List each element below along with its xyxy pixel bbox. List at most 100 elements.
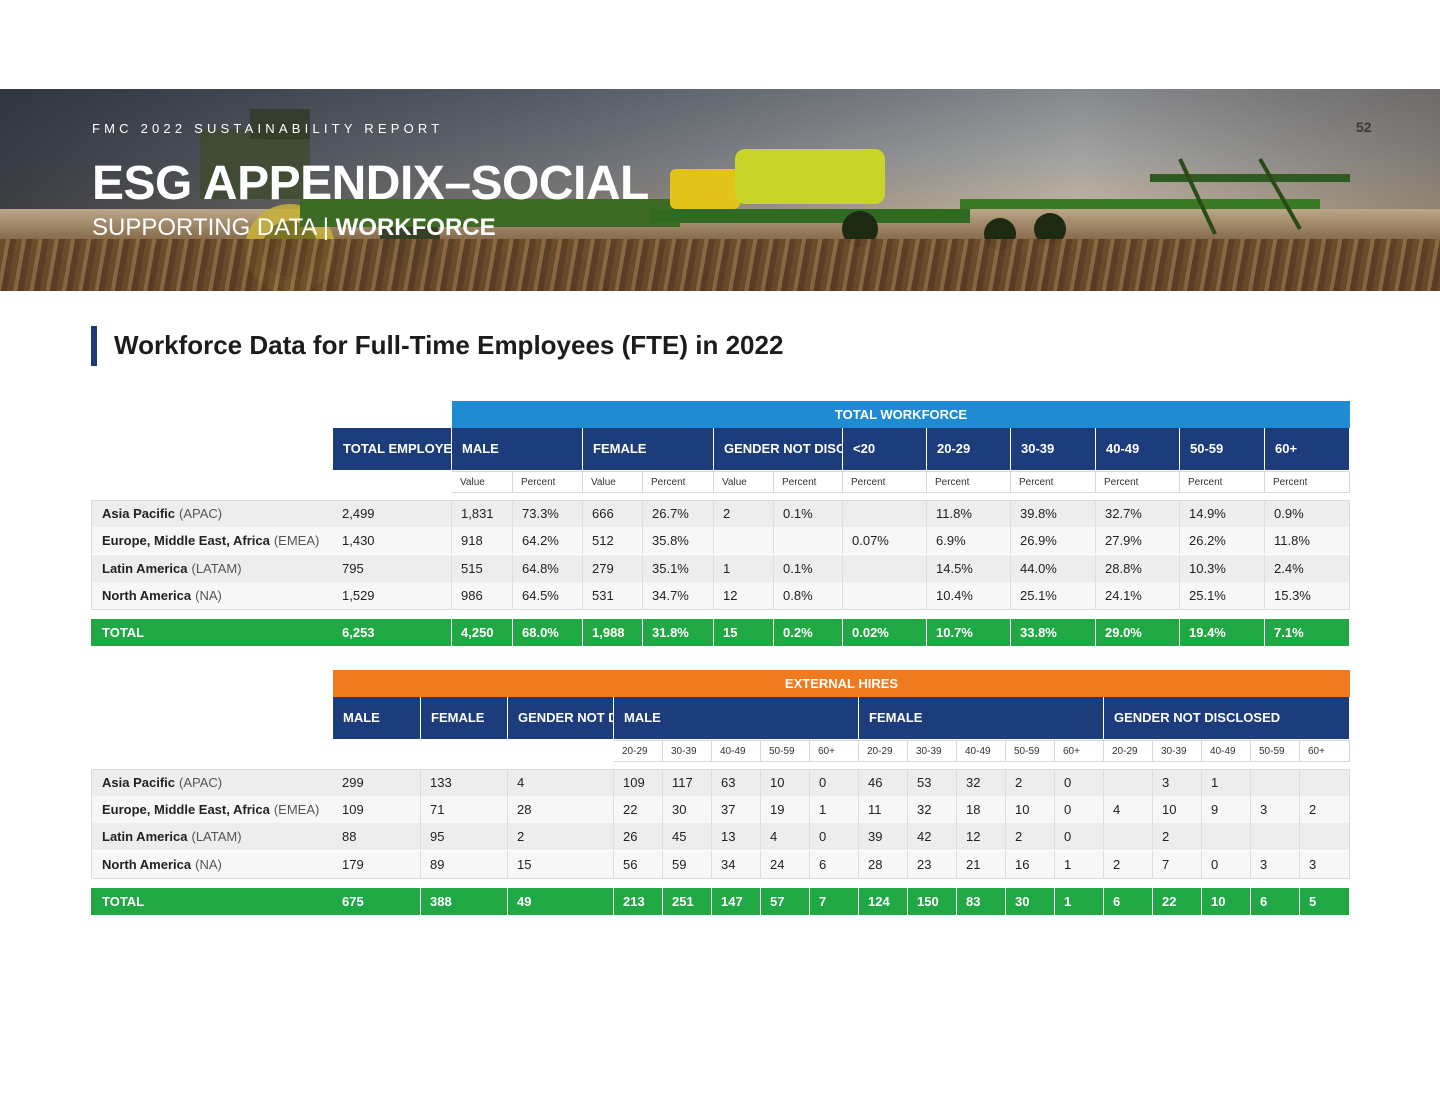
- hires-cell: 34: [712, 851, 761, 878]
- page-title: ESG APPENDIX–SOCIAL: [92, 157, 649, 210]
- region-abbr: (NA): [195, 857, 222, 872]
- hires-header-3: MALE: [614, 697, 859, 739]
- workforce-header-6: 30-39: [1011, 428, 1096, 470]
- workforce-cell: 1,529: [333, 582, 452, 609]
- region-abbr: (APAC): [179, 775, 223, 790]
- hires-cell: 3: [1251, 851, 1300, 878]
- workforce-cell: [843, 582, 927, 609]
- hires-total-cell: 22: [1153, 888, 1202, 915]
- hires-cell: [1104, 823, 1153, 850]
- hires-total-cell: 1: [1055, 888, 1104, 915]
- hires-cell: 56: [614, 851, 663, 878]
- hires-total-cell: 6: [1251, 888, 1300, 915]
- workforce-total-cell: 15: [714, 619, 774, 646]
- workforce-cell: 1,430: [333, 527, 452, 554]
- hires-cell: 22: [614, 796, 663, 823]
- hires-cell: 1: [1055, 851, 1104, 878]
- workforce-cell: 1: [714, 555, 774, 582]
- workforce-header-9: 60+: [1265, 428, 1350, 470]
- hires-subheader-8: 50-59: [1006, 740, 1055, 762]
- workforce-subheader-5: Percent: [774, 471, 843, 493]
- hires-total-cell: 251: [663, 888, 712, 915]
- region-abbr: (NA): [195, 588, 222, 603]
- hires-subheader-14: 60+: [1300, 740, 1350, 762]
- hires-cell: 45: [663, 823, 712, 850]
- workforce-total-cell: 19.4%: [1180, 619, 1265, 646]
- hires-subheader-7: 40-49: [957, 740, 1006, 762]
- hires-row-bg: [91, 769, 1350, 796]
- hires-cell: 59: [663, 851, 712, 878]
- hires-cell: 0: [1055, 769, 1104, 796]
- hires-subheader-6: 30-39: [908, 740, 957, 762]
- hires-row-label: North America (NA): [91, 851, 333, 878]
- hires-cell: 117: [663, 769, 712, 796]
- workforce-subheader-8: Percent: [1011, 471, 1096, 493]
- hires-subheader-13: 50-59: [1251, 740, 1300, 762]
- workforce-row-label: Latin America (LATAM): [91, 555, 333, 582]
- hires-total-cell: 57: [761, 888, 810, 915]
- hires-cell: [1300, 769, 1350, 796]
- workforce-total-label: TOTAL: [91, 619, 333, 646]
- workforce-subheader-9: Percent: [1096, 471, 1180, 493]
- workforce-row-bg: [91, 527, 1350, 554]
- workforce-header-0: TOTAL EMPLOYEES: [333, 428, 452, 470]
- workforce-cell: 6.9%: [927, 527, 1011, 554]
- workforce-header-1: MALE: [452, 428, 583, 470]
- hires-header-2: GENDER NOT DISCLOSED: [508, 697, 614, 739]
- hires-row-label: Europe, Middle East, Africa (EMEA): [91, 796, 333, 823]
- hires-cell: 10: [1153, 796, 1202, 823]
- hires-total-cell: 213: [614, 888, 663, 915]
- hires-cell: 19: [761, 796, 810, 823]
- workforce-total-cell: 0.02%: [843, 619, 927, 646]
- workforce-row-bg: [91, 500, 1350, 527]
- hires-cell: 12: [957, 823, 1006, 850]
- workforce-cell: 918: [452, 527, 513, 554]
- workforce-cell: 531: [583, 582, 643, 609]
- hires-row-bg: [91, 851, 1350, 878]
- total-workforce-band: TOTAL WORKFORCE: [452, 401, 1350, 428]
- workforce-cell: 34.7%: [643, 582, 714, 609]
- workforce-subheader-1: Percent: [513, 471, 583, 493]
- hires-total-cell: 124: [859, 888, 908, 915]
- hires-total-cell: 5: [1300, 888, 1350, 915]
- hires-total-cell: 7: [810, 888, 859, 915]
- workforce-cell: 39.8%: [1011, 500, 1096, 527]
- hires-header-1: FEMALE: [421, 697, 508, 739]
- workforce-subheader-10: Percent: [1180, 471, 1265, 493]
- workforce-cell: 2: [714, 500, 774, 527]
- hires-cell: 0: [810, 823, 859, 850]
- region-name: Asia Pacific: [102, 775, 175, 790]
- hires-cell: [1104, 769, 1153, 796]
- hires-cell: 133: [421, 769, 508, 796]
- workforce-cell: 44.0%: [1011, 555, 1096, 582]
- hires-cell: 42: [908, 823, 957, 850]
- hires-cell: 109: [614, 769, 663, 796]
- hires-cell: 10: [761, 769, 810, 796]
- region-abbr: (LATAM): [191, 561, 242, 576]
- hires-cell: 46: [859, 769, 908, 796]
- workforce-subheader-6: Percent: [843, 471, 927, 493]
- hires-cell: 4: [508, 769, 614, 796]
- workforce-cell: 35.1%: [643, 555, 714, 582]
- page-number: 52: [1356, 119, 1372, 135]
- hires-cell: 15: [508, 851, 614, 878]
- banner-ground: [0, 239, 1440, 291]
- hires-total-cell: 83: [957, 888, 1006, 915]
- workforce-subheader-2: Value: [583, 471, 643, 493]
- hires-cell: 37: [712, 796, 761, 823]
- hires-total-cell: 10: [1202, 888, 1251, 915]
- hires-cell: 13: [712, 823, 761, 850]
- workforce-total-cell: 1,988: [583, 619, 643, 646]
- workforce-cell: 0.8%: [774, 582, 843, 609]
- workforce-header-4: <20: [843, 428, 927, 470]
- workforce-cell: 666: [583, 500, 643, 527]
- workforce-total-cell: 33.8%: [1011, 619, 1096, 646]
- workforce-cell: 26.7%: [643, 500, 714, 527]
- hires-cell: 1: [1202, 769, 1251, 796]
- workforce-total-cell: 68.0%: [513, 619, 583, 646]
- workforce-subheader-0: Value: [452, 471, 513, 493]
- workforce-cell: 10.4%: [927, 582, 1011, 609]
- region-name: Latin America: [102, 561, 188, 576]
- hires-total-cell: 6: [1104, 888, 1153, 915]
- hires-cell: 7: [1153, 851, 1202, 878]
